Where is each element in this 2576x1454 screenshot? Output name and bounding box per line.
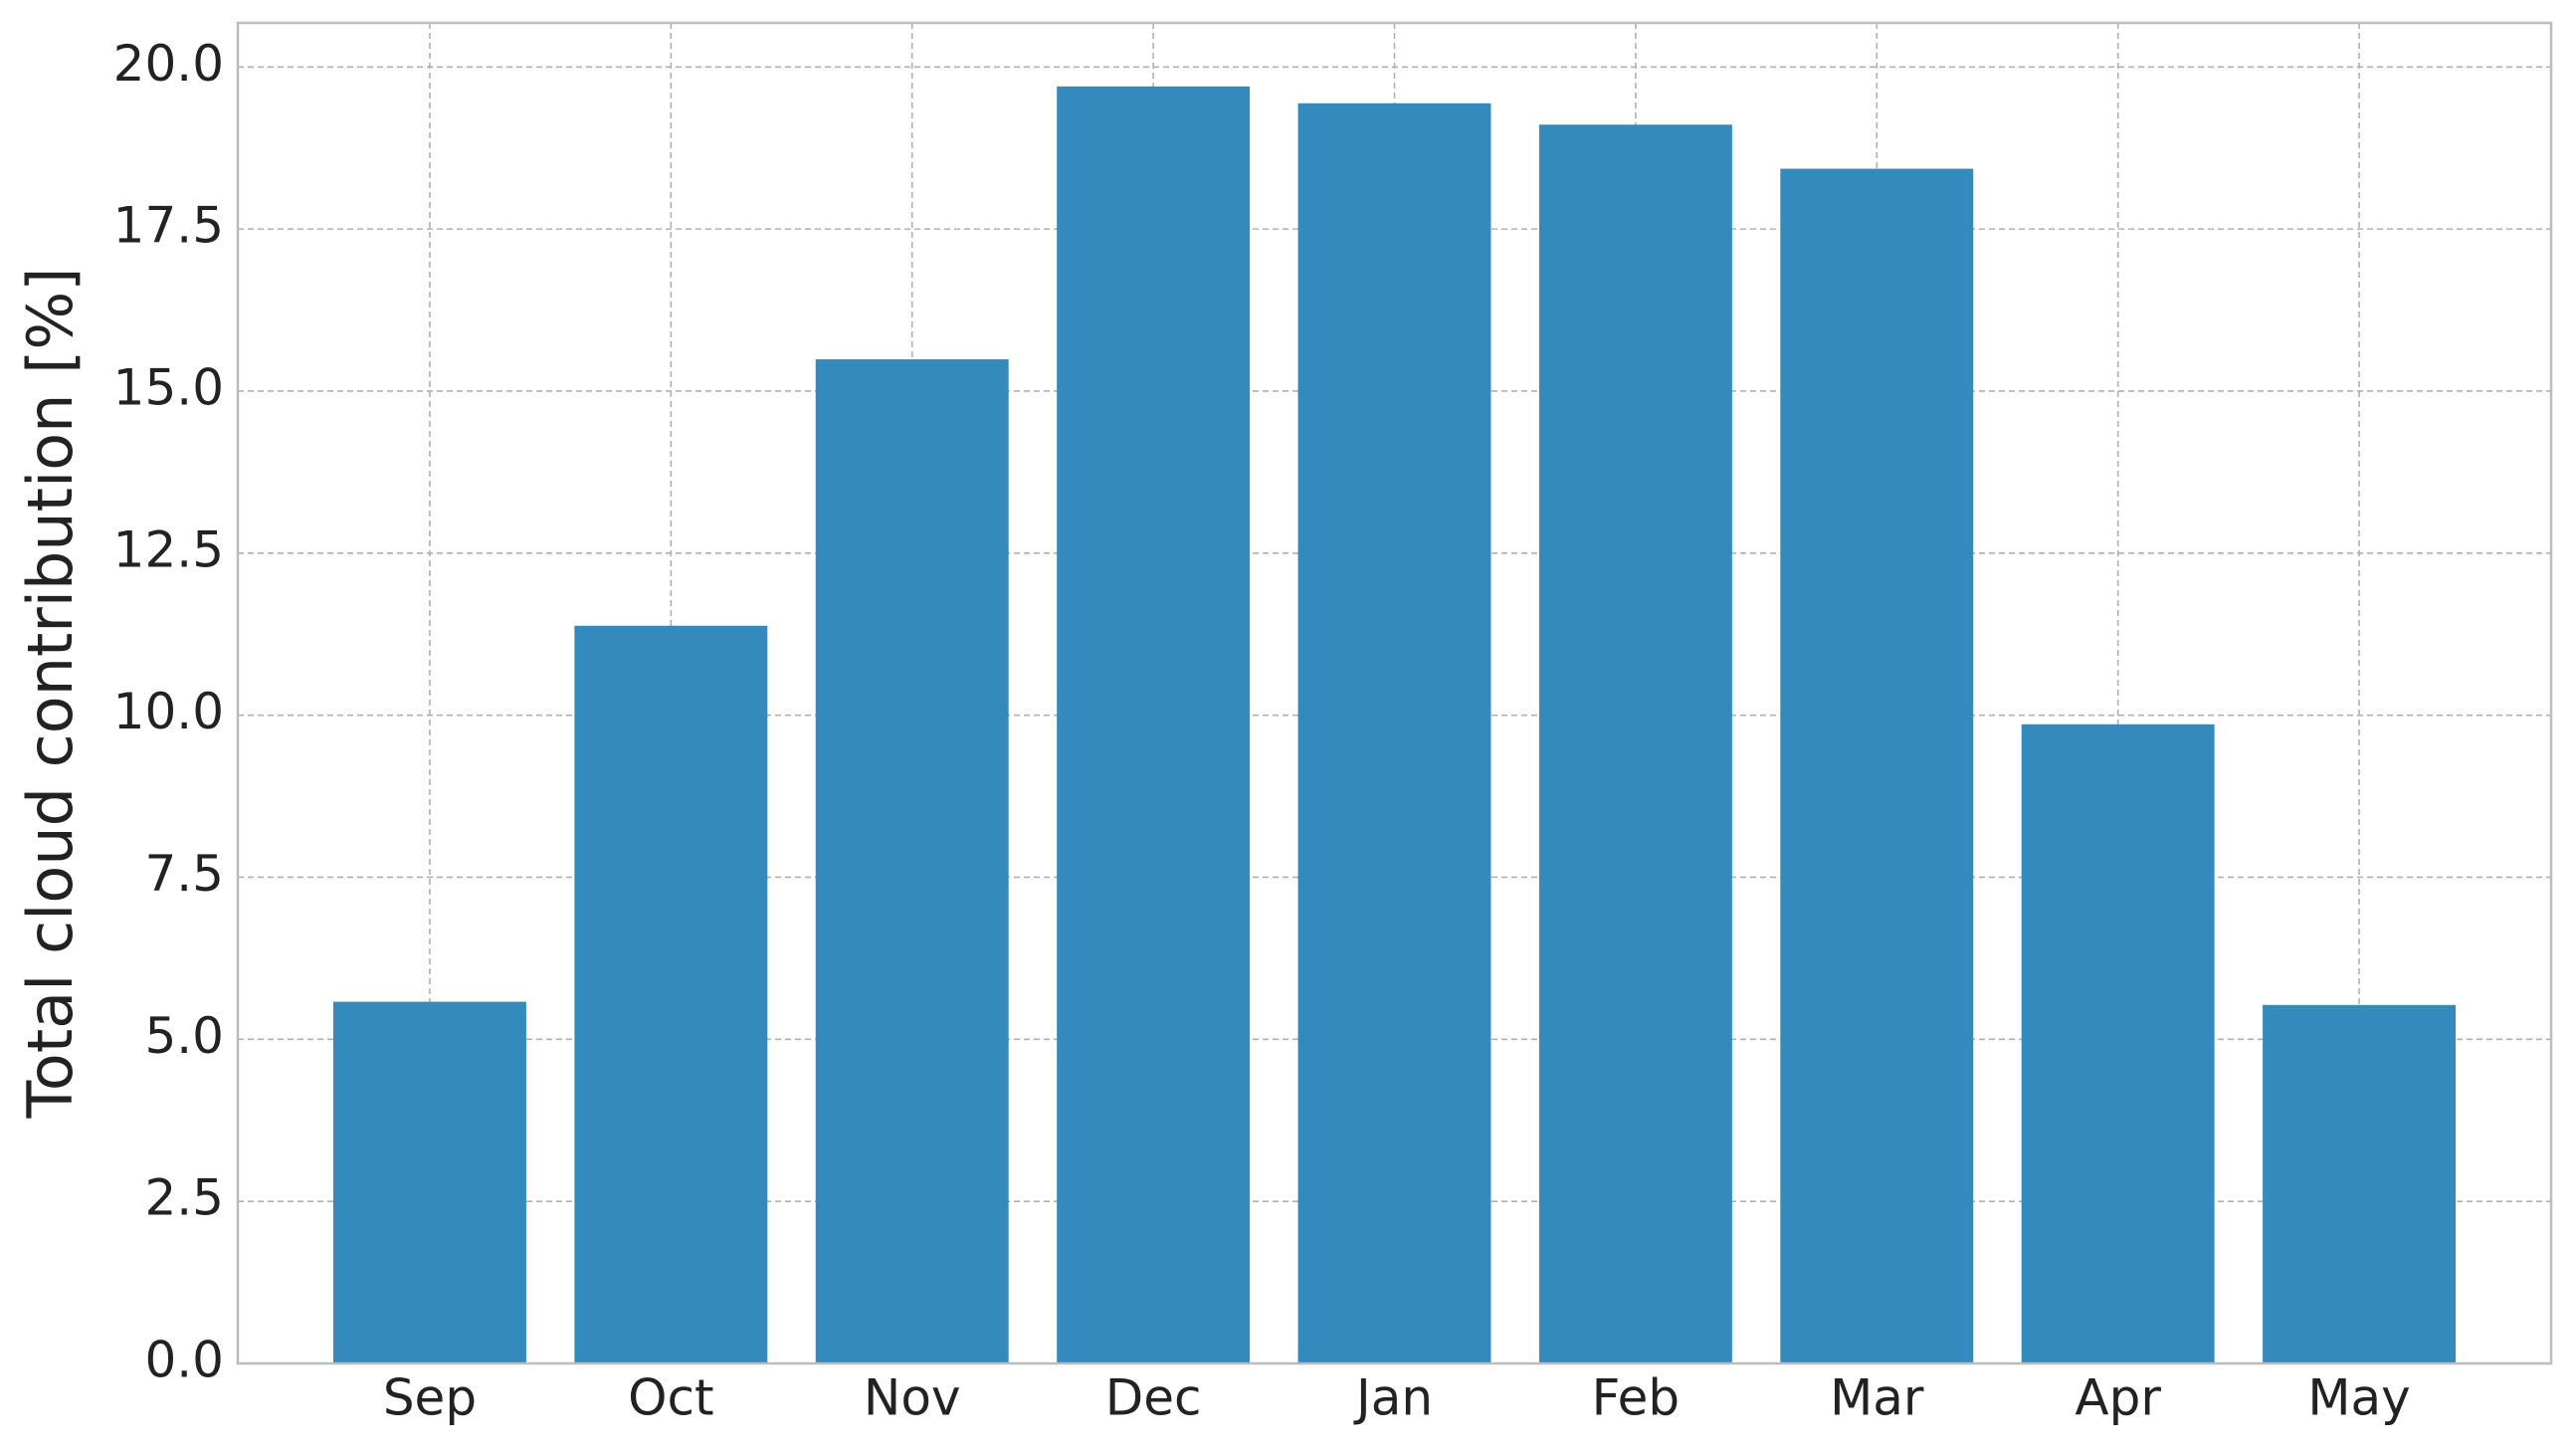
y-tick-label: 2.5 <box>144 1169 224 1227</box>
x-tick-label: Mar <box>1830 1369 1924 1427</box>
y-tick-label: 15.0 <box>113 358 224 416</box>
bar <box>1780 168 1974 1363</box>
x-tick-label: Sep <box>383 1369 477 1427</box>
bar <box>1057 86 1251 1364</box>
y-tick-label: 10.0 <box>113 683 224 740</box>
bar <box>1297 103 1491 1363</box>
y-tick-label: 5.0 <box>144 1007 224 1065</box>
bar <box>815 359 1009 1363</box>
x-tick-label: Dec <box>1105 1369 1202 1427</box>
y-axis-label: Total cloud contribution [%] <box>14 268 87 1120</box>
bar <box>574 625 768 1363</box>
x-tick-label: Apr <box>2075 1369 2161 1427</box>
bar <box>2021 724 2215 1363</box>
bar <box>1538 124 1732 1363</box>
x-tick-label: Oct <box>628 1369 713 1427</box>
y-tick-label: 7.5 <box>144 845 224 903</box>
y-tick-label: 0.0 <box>144 1332 224 1389</box>
y-tick-label: 20.0 <box>113 35 224 93</box>
x-tick-label: Nov <box>864 1369 961 1427</box>
y-tick-label: 12.5 <box>113 520 224 578</box>
x-tick-label: Feb <box>1592 1369 1681 1427</box>
bar <box>332 1001 526 1363</box>
bar <box>2263 1004 2457 1363</box>
plot-frame <box>236 21 2553 1365</box>
x-tick-label: Jan <box>1353 1369 1433 1427</box>
y-tick-label: 17.5 <box>113 197 224 255</box>
x-tick-label: May <box>2307 1369 2410 1427</box>
